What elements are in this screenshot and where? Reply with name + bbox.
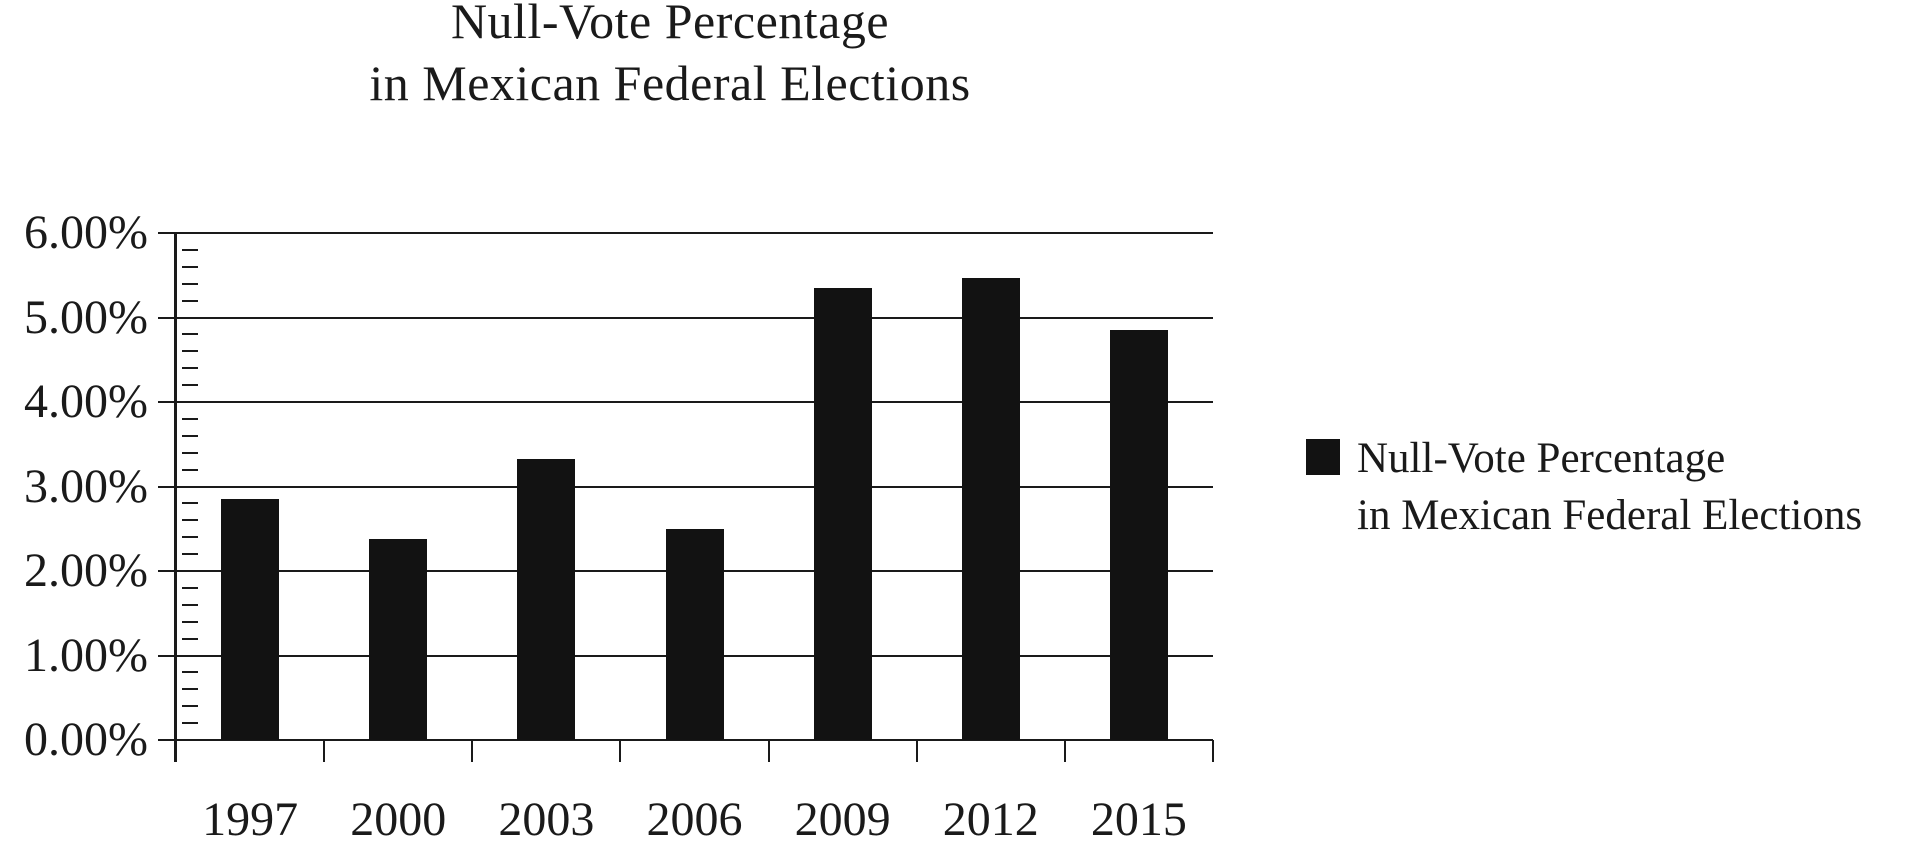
y-minor-tick-icon	[182, 536, 198, 539]
y-minor-tick-icon	[182, 282, 198, 285]
y-axis-label: 4.00%	[24, 375, 148, 428]
y-minor-tick-icon	[182, 299, 198, 302]
y-minor-tick-icon	[182, 722, 198, 725]
x-tick-icon	[471, 740, 474, 762]
y-axis-label: 0.00%	[24, 713, 148, 766]
x-axis-label: 2015	[1090, 793, 1187, 846]
x-tick-icon	[323, 740, 326, 762]
y-axis-label: 2.00%	[24, 544, 148, 597]
x-tick-icon	[619, 740, 622, 762]
y-minor-tick-icon	[182, 248, 198, 251]
y-minor-tick-icon	[182, 502, 198, 505]
x-tick-icon	[915, 740, 918, 762]
x-tick-icon	[767, 740, 770, 762]
y-minor-tick-icon	[182, 553, 198, 556]
x-axis-label: 1997	[202, 793, 299, 846]
y-axis-label: 6.00%	[24, 206, 148, 259]
y-axis-line	[174, 233, 177, 762]
y-minor-tick-icon	[182, 671, 198, 674]
x-axis-label: 2003	[498, 793, 595, 846]
gridline	[158, 232, 1213, 234]
y-minor-tick-icon	[182, 417, 198, 420]
y-minor-tick-icon	[182, 705, 198, 708]
gridline	[158, 485, 1213, 488]
y-minor-tick-icon	[182, 265, 198, 268]
bar-2015	[1109, 330, 1168, 740]
legend-label-line1: Null-Vote Percentage	[1357, 435, 1726, 482]
x-axis-label: 2009	[794, 793, 891, 846]
y-minor-tick-icon	[182, 333, 198, 336]
y-axis-label: 1.00%	[24, 628, 148, 682]
y-minor-tick-icon	[182, 451, 198, 454]
y-minor-tick-icon	[182, 586, 198, 589]
y-minor-tick-icon	[182, 468, 198, 471]
x-tick-icon	[1212, 740, 1214, 762]
gridline	[158, 401, 1213, 403]
y-minor-tick-icon	[182, 637, 198, 640]
y-minor-tick-icon	[182, 519, 198, 522]
chart-title-line1: Null-Vote Percentage	[450, 0, 890, 49]
bar-2012	[961, 277, 1020, 740]
x-axis-label: 2006	[646, 793, 743, 846]
y-axis-label: 3.00%	[24, 459, 148, 513]
y-minor-tick-icon	[182, 384, 198, 387]
chart-title-line2: in Mexican Federal Elections	[369, 55, 971, 111]
legend-label-line2: in Mexican Federal Elections	[1357, 492, 1863, 539]
bar-1997	[221, 499, 280, 740]
y-minor-tick-icon	[182, 620, 198, 623]
x-axis-label: 2012	[942, 793, 1039, 846]
y-axis-label: 5.00%	[24, 290, 148, 344]
bar-2000	[369, 538, 428, 740]
bar-2006	[665, 528, 724, 740]
legend-label: Null-Vote Percentage in Mexican Federal …	[1357, 430, 1862, 544]
chart-title: Null-Vote Percentage in Mexican Federal …	[150, 0, 1190, 114]
y-minor-tick-icon	[182, 367, 198, 370]
x-axis-label: 2000	[350, 793, 447, 846]
y-minor-tick-icon	[182, 434, 198, 437]
y-minor-tick-icon	[182, 688, 198, 691]
gridline	[158, 316, 1213, 319]
y-minor-tick-icon	[182, 350, 198, 353]
x-tick-icon	[1063, 740, 1066, 762]
bar-2009	[813, 287, 872, 740]
gridline	[158, 739, 1213, 741]
y-minor-tick-icon	[182, 603, 198, 606]
legend-swatch-icon	[1306, 439, 1340, 475]
bar-2003	[517, 459, 576, 740]
